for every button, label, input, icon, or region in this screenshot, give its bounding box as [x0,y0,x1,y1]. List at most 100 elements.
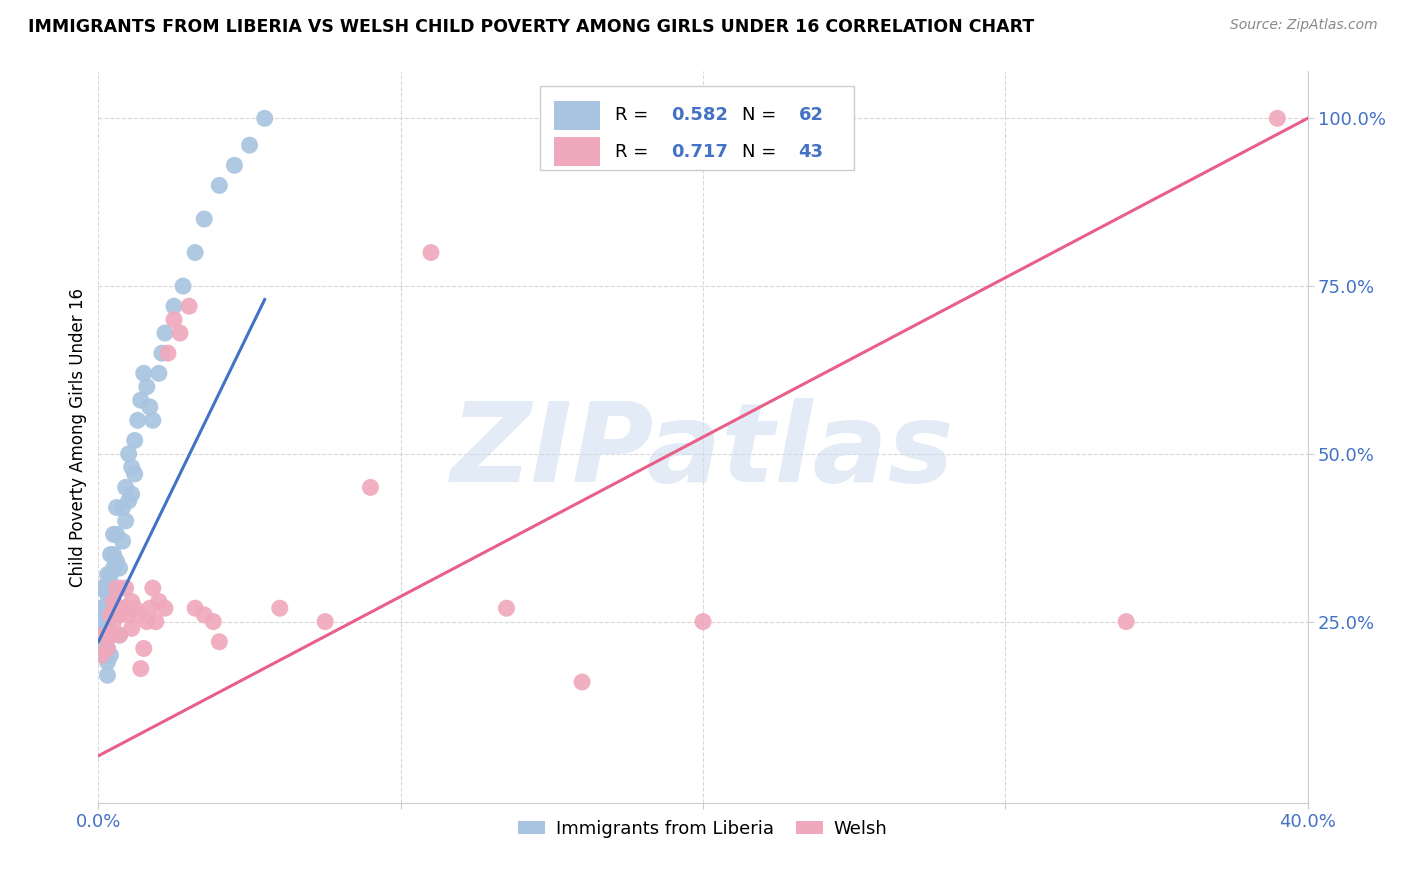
Point [692,615,714,629]
Point [96,655,118,669]
Point [142,581,165,595]
Text: 0.717: 0.717 [672,143,728,161]
FancyBboxPatch shape [540,86,855,170]
Point [96,668,118,682]
Point [129,393,152,408]
Point [314,615,336,629]
Point [105,500,128,515]
Point [571,675,593,690]
Point [121,621,143,635]
Point [269,601,291,615]
Point [100,567,122,582]
Point [90,581,112,595]
FancyBboxPatch shape [554,101,600,130]
Point [169,326,191,340]
Point [105,581,128,595]
Point [93,628,115,642]
Point [108,607,131,622]
Point [96,615,118,629]
Text: N =: N = [742,143,782,161]
Point [135,615,157,629]
Point [100,607,122,622]
Point [96,641,118,656]
Point [127,413,149,427]
Point [153,326,176,340]
Point [103,527,125,541]
Point [208,178,231,193]
Point [420,245,443,260]
Point [103,601,125,615]
Text: R =: R = [614,143,654,161]
Point [202,615,225,629]
Point [105,554,128,568]
Point [111,601,134,615]
Point [360,480,382,494]
Point [93,648,115,662]
Point [108,561,131,575]
Point [224,158,246,172]
Point [184,245,207,260]
Point [495,601,517,615]
Point [100,628,122,642]
Text: 0.582: 0.582 [672,106,728,124]
Point [127,607,149,622]
Point [129,662,152,676]
Point [96,601,118,615]
Point [93,634,115,648]
Point [100,594,122,608]
Point [124,467,146,481]
Text: IMMIGRANTS FROM LIBERIA VS WELSH CHILD POVERTY AMONG GIRLS UNDER 16 CORRELATION : IMMIGRANTS FROM LIBERIA VS WELSH CHILD P… [28,18,1035,36]
Point [121,460,143,475]
Point [150,346,173,360]
Point [118,447,141,461]
Point [111,534,134,549]
Point [139,601,162,615]
Point [114,581,136,595]
Point [118,607,141,622]
Point [145,615,167,629]
Point [124,434,146,448]
Point [100,607,122,622]
Text: ZIPatlas: ZIPatlas [451,398,955,505]
Point [1115,615,1137,629]
Point [96,588,118,602]
Point [105,601,128,615]
Legend: Immigrants from Liberia, Welsh: Immigrants from Liberia, Welsh [512,813,894,845]
Point [103,615,125,629]
Point [184,601,207,615]
Point [93,615,115,629]
Point [163,299,186,313]
Point [208,634,231,648]
Point [193,212,215,227]
Point [148,594,170,608]
Text: R =: R = [614,106,654,124]
Point [100,548,122,562]
Text: 43: 43 [799,143,824,161]
Y-axis label: Child Poverty Among Girls Under 16: Child Poverty Among Girls Under 16 [69,287,87,587]
Point [108,581,131,595]
Point [239,138,262,153]
Point [96,567,118,582]
Point [156,346,179,360]
Point [135,380,157,394]
Point [193,607,215,622]
Point [105,527,128,541]
Point [108,628,131,642]
Point [253,112,276,126]
Point [124,601,146,615]
Point [111,500,134,515]
FancyBboxPatch shape [554,137,600,167]
Point [90,621,112,635]
Point [103,581,125,595]
Point [90,601,112,615]
Point [96,641,118,656]
Point [132,367,155,381]
Point [148,367,170,381]
Point [103,548,125,562]
Point [90,648,112,662]
Point [96,628,118,642]
Point [1267,112,1289,126]
Point [100,581,122,595]
Point [139,400,162,414]
Point [93,581,115,595]
